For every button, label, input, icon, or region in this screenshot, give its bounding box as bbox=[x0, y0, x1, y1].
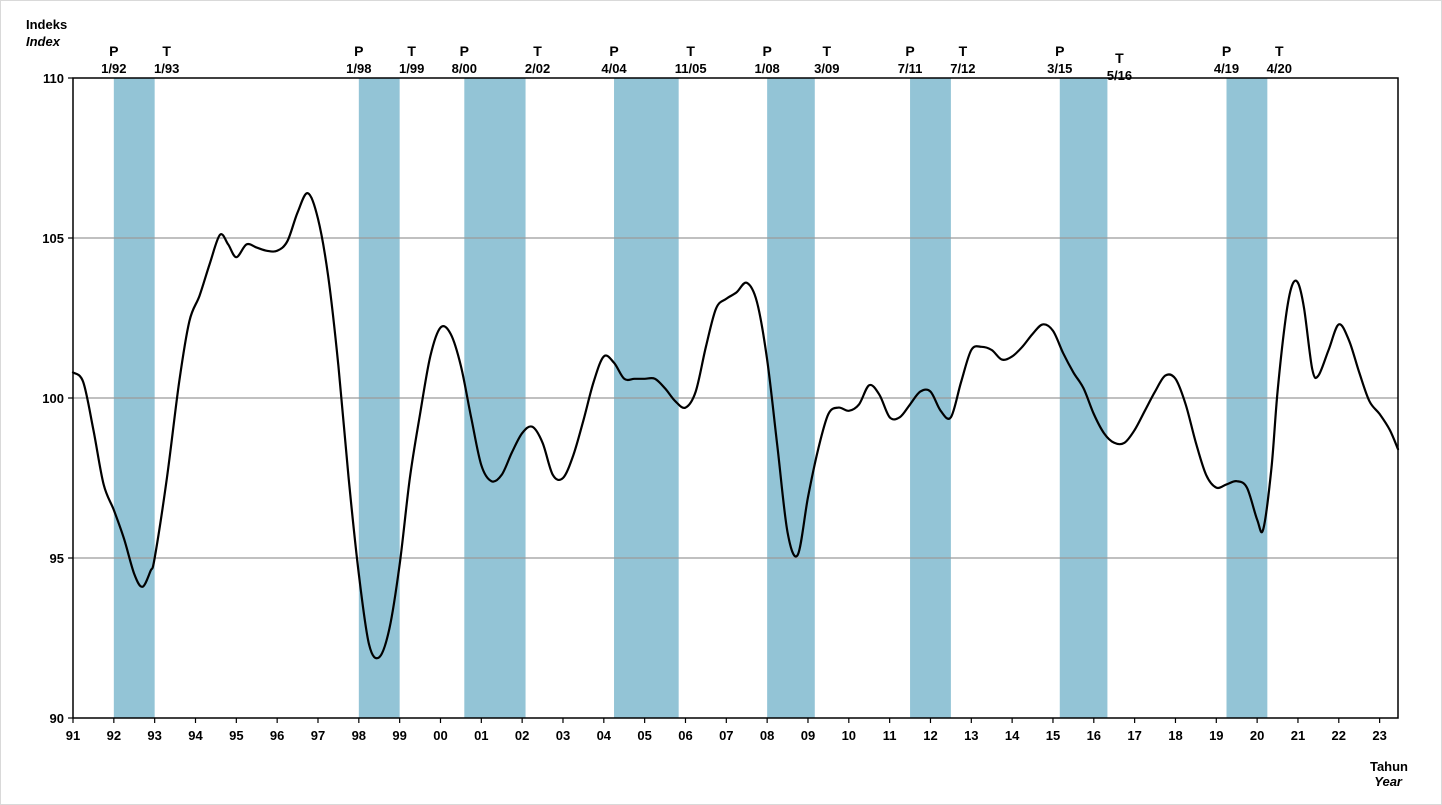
peak-date-3: 8/00 bbox=[452, 61, 477, 76]
trough-letter-6: T bbox=[959, 43, 968, 59]
peak-letter-3: P bbox=[460, 43, 469, 59]
y-axis-title-english: Index bbox=[26, 34, 61, 49]
turning-point-labels: P 1/92 T 1/93 P 1/98 T 1/99 P 8/00 T 2/02 P 4/04 T 11/0… bbox=[101, 43, 1292, 83]
x-tick-label-08: 08 bbox=[760, 728, 774, 743]
x-tick-label-91: 91 bbox=[66, 728, 80, 743]
peak-date-5: 1/08 bbox=[754, 61, 779, 76]
peak-date-8: 4/19 bbox=[1214, 61, 1239, 76]
x-tick-label-99: 99 bbox=[392, 728, 406, 743]
trough-date-5: 3/09 bbox=[814, 61, 839, 76]
series-line-1 bbox=[71, 192, 1400, 660]
x-tick-label-18: 18 bbox=[1168, 728, 1182, 743]
x-axis-title-english: Year bbox=[1374, 774, 1403, 789]
x-tick-label-01: 01 bbox=[474, 728, 488, 743]
y-axis-title: Indeks bbox=[26, 17, 67, 32]
trough-date-8: 4/20 bbox=[1267, 61, 1292, 76]
trough-letter-1: T bbox=[162, 43, 171, 59]
peak-letter-6: P bbox=[905, 43, 914, 59]
x-tick-label-04: 04 bbox=[597, 728, 612, 743]
x-tick-label-21: 21 bbox=[1291, 728, 1305, 743]
x-tick-label-09: 09 bbox=[801, 728, 815, 743]
x-tick-label-98: 98 bbox=[352, 728, 366, 743]
x-tick-label-17: 17 bbox=[1127, 728, 1141, 743]
x-tick-label-93: 93 bbox=[147, 728, 161, 743]
peak-date-6: 7/11 bbox=[898, 61, 923, 76]
y-tick-label-105: 105 bbox=[42, 231, 64, 246]
x-tick-label-14: 14 bbox=[1005, 728, 1020, 743]
trough-date-6: 7/12 bbox=[950, 61, 975, 76]
x-tick-label-00: 00 bbox=[433, 728, 447, 743]
x-tick-label-97: 97 bbox=[311, 728, 325, 743]
peak-letter-7: P bbox=[1055, 43, 1064, 59]
peak-letter-2: P bbox=[354, 43, 363, 59]
peak-date-7: 3/15 bbox=[1047, 61, 1072, 76]
peak-letter-4: P bbox=[609, 43, 618, 59]
gridlines bbox=[73, 237, 1398, 559]
x-tick-label-03: 03 bbox=[556, 728, 570, 743]
trough-letter-2: T bbox=[407, 43, 416, 59]
x-tick-label-96: 96 bbox=[270, 728, 284, 743]
x-tick-label-16: 16 bbox=[1087, 728, 1101, 743]
trough-letter-8: T bbox=[1275, 43, 1284, 59]
x-axis-title: Tahun bbox=[1370, 759, 1408, 774]
x-tick-label-11: 11 bbox=[883, 728, 897, 743]
trough-letter-7: T bbox=[1115, 50, 1124, 66]
x-tick-label-20: 20 bbox=[1250, 728, 1264, 743]
y-tick-label-100: 100 bbox=[42, 391, 64, 406]
peak-date-2: 1/98 bbox=[346, 61, 371, 76]
x-tick-label-05: 05 bbox=[637, 728, 651, 743]
trough-letter-4: T bbox=[686, 43, 695, 59]
x-tick-label-92: 92 bbox=[107, 728, 121, 743]
y-axis: 90 95 100 105 110 bbox=[42, 71, 73, 726]
x-tick-label-94: 94 bbox=[188, 728, 203, 743]
peak-letter-5: P bbox=[762, 43, 771, 59]
x-tick-label-12: 12 bbox=[923, 728, 937, 743]
peak-letter-8: P bbox=[1222, 43, 1231, 59]
x-tick-label-10: 10 bbox=[842, 728, 856, 743]
series-group bbox=[71, 192, 1400, 660]
x-axis: 91 92 93 94 95 96 97 98 99 00 01 02 03 04 05 06 07 08 09 10… bbox=[66, 718, 1387, 743]
x-tick-label-07: 07 bbox=[719, 728, 733, 743]
x-tick-label-95: 95 bbox=[229, 728, 243, 743]
y-tick-label-90: 90 bbox=[50, 711, 64, 726]
peak-date-1: 1/92 bbox=[101, 61, 126, 76]
trough-letter-5: T bbox=[823, 43, 832, 59]
trough-date-1: 1/93 bbox=[154, 61, 179, 76]
x-tick-label-02: 02 bbox=[515, 728, 529, 743]
x-tick-label-15: 15 bbox=[1046, 728, 1060, 743]
peak-letter-1: P bbox=[109, 43, 118, 59]
peak-date-4: 4/04 bbox=[601, 61, 627, 76]
x-tick-label-19: 19 bbox=[1209, 728, 1223, 743]
trough-date-2: 1/99 bbox=[399, 61, 424, 76]
trough-date-4: 11/05 bbox=[675, 61, 707, 76]
trough-letter-3: T bbox=[533, 43, 542, 59]
x-tick-label-06: 06 bbox=[678, 728, 692, 743]
x-tick-label-22: 22 bbox=[1332, 728, 1346, 743]
trough-date-7: 5/16 bbox=[1107, 68, 1132, 83]
y-tick-label-95: 95 bbox=[50, 551, 64, 566]
trough-date-3: 2/02 bbox=[525, 61, 550, 76]
x-tick-label-13: 13 bbox=[964, 728, 978, 743]
x-tick-label-23: 23 bbox=[1372, 728, 1386, 743]
y-tick-label-110: 110 bbox=[43, 71, 64, 86]
